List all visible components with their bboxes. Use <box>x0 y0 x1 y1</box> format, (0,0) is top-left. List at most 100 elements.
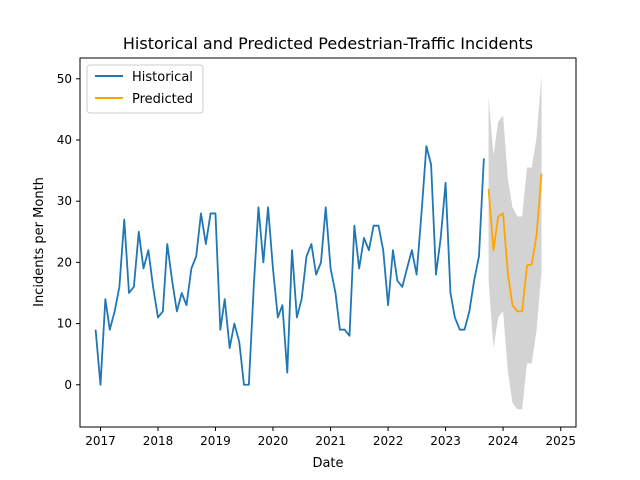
x-tick-label: 2025 <box>545 434 576 448</box>
series-line-predicted <box>487 173 543 313</box>
axes-frame <box>79 57 577 428</box>
data-point-predicted <box>516 310 519 313</box>
data-point-predicted <box>506 273 509 276</box>
data-point-historical <box>238 340 241 343</box>
y-axis: 0 10 20 30 40 50 <box>57 72 80 392</box>
data-point-historical <box>118 285 121 288</box>
data-point-historical <box>377 224 380 227</box>
data-point-historical <box>295 316 298 319</box>
data-point-historical <box>439 236 442 239</box>
data-point-predicted <box>535 233 538 236</box>
data-point-historical <box>142 267 145 270</box>
y-tick-label: 0 <box>64 378 72 392</box>
data-point-historical <box>185 304 188 307</box>
data-point-historical <box>391 249 394 252</box>
data-point-historical <box>219 328 222 331</box>
data-point-historical <box>175 310 178 313</box>
y-tick-label: 10 <box>57 317 72 331</box>
data-point-historical <box>329 267 332 270</box>
series-line-historical <box>94 145 485 386</box>
data-point-historical <box>276 316 279 319</box>
data-point-historical <box>482 157 485 160</box>
data-point-historical <box>405 267 408 270</box>
data-point-historical <box>233 322 236 325</box>
data-point-historical <box>468 310 471 313</box>
data-point-historical <box>108 328 111 331</box>
data-point-historical <box>267 206 270 209</box>
y-axis-label: Incidents per Month <box>32 177 47 307</box>
data-point-historical <box>190 267 193 270</box>
data-point-historical <box>430 163 433 166</box>
data-point-predicted <box>521 310 524 313</box>
data-point-predicted <box>526 264 529 267</box>
data-point-historical <box>195 255 198 258</box>
data-point-predicted <box>530 263 533 266</box>
data-point-historical <box>123 218 126 221</box>
data-point-historical <box>367 249 370 252</box>
data-point-historical <box>372 224 375 227</box>
data-point-historical <box>453 316 456 319</box>
data-point-historical <box>132 285 135 288</box>
x-tick-label: 2024 <box>488 434 519 448</box>
data-point-historical <box>315 273 318 276</box>
data-point-historical <box>127 291 130 294</box>
data-point-predicted <box>502 212 505 215</box>
data-point-historical <box>104 298 107 301</box>
x-axis-label: Date <box>312 456 343 471</box>
data-point-historical <box>463 328 466 331</box>
data-point-historical <box>449 291 452 294</box>
data-point-historical <box>410 249 413 252</box>
data-point-historical <box>94 328 97 331</box>
data-point-historical <box>305 255 308 258</box>
data-point-historical <box>348 334 351 337</box>
x-tick-label: 2019 <box>200 434 231 448</box>
data-point-historical <box>271 267 274 270</box>
data-point-historical <box>291 249 294 252</box>
confidence-band <box>488 75 542 410</box>
data-point-historical <box>147 249 150 252</box>
data-point-historical <box>171 279 174 282</box>
data-point-historical <box>396 279 399 282</box>
y-tick-label: 40 <box>57 133 72 147</box>
x-tick-label: 2018 <box>143 434 174 448</box>
data-point-historical <box>247 383 250 386</box>
data-point-historical <box>444 181 447 184</box>
legend-label-predicted: Predicted <box>132 92 193 107</box>
y-tick-label: 20 <box>57 255 72 269</box>
data-point-historical <box>242 383 245 386</box>
data-point-historical <box>338 328 341 331</box>
data-point-historical <box>180 291 183 294</box>
data-point-historical <box>362 236 365 239</box>
data-point-historical <box>152 285 155 288</box>
data-point-historical <box>358 267 361 270</box>
data-point-historical <box>161 310 164 313</box>
data-point-historical <box>434 273 437 276</box>
data-point-historical <box>319 261 322 264</box>
data-point-historical <box>262 261 265 264</box>
x-tick-label: 2020 <box>258 434 289 448</box>
data-point-historical <box>281 304 284 307</box>
data-point-historical <box>353 224 356 227</box>
data-point-historical <box>473 279 476 282</box>
x-tick-label: 2022 <box>373 434 404 448</box>
y-tick-label: 30 <box>57 194 72 208</box>
data-point-historical <box>382 249 385 252</box>
data-point-historical <box>425 145 428 148</box>
x-tick-label: 2023 <box>430 434 461 448</box>
data-point-historical <box>99 383 102 386</box>
data-point-predicted <box>487 187 490 190</box>
data-point-historical <box>334 291 337 294</box>
data-point-historical <box>257 206 260 209</box>
data-point-historical <box>458 328 461 331</box>
data-point-historical <box>286 371 289 374</box>
plot-area <box>94 75 543 410</box>
data-point-predicted <box>497 215 500 218</box>
data-point-historical <box>343 328 346 331</box>
x-axis: 2017 2018 2019 2020 2021 2022 2023 2024 2025 <box>85 427 576 448</box>
data-point-historical <box>228 347 231 350</box>
data-point-historical <box>204 243 207 246</box>
x-tick-label: 2017 <box>85 434 116 448</box>
data-point-historical <box>252 285 255 288</box>
data-point-historical <box>415 273 418 276</box>
